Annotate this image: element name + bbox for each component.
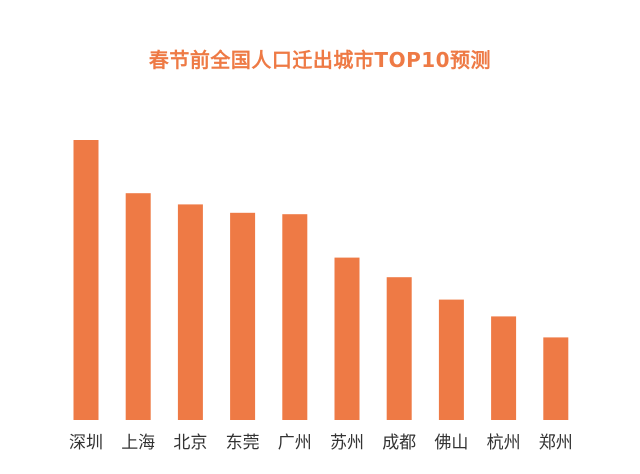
bar-6: [386, 277, 412, 420]
category-label: 东莞: [226, 433, 260, 453]
bar-8: [491, 316, 517, 420]
category-label: 苏州: [330, 433, 364, 453]
category-label: 北京: [173, 433, 207, 453]
category-label: 广州: [278, 433, 312, 453]
bar-5: [334, 257, 360, 420]
chart-title: 春节前全国人口迁出城市TOP10预测: [148, 48, 492, 72]
bar-1: [125, 193, 151, 420]
bar-3: [230, 212, 256, 420]
category-label: 佛山: [434, 433, 468, 453]
bar-7: [438, 299, 464, 420]
category-label: 郑州: [539, 433, 573, 453]
bar-9: [543, 337, 569, 420]
category-labels-group: 深圳 上海 北京 东莞 广州 苏州 成都 佛山 杭州 郑州: [69, 433, 573, 453]
bar-4: [282, 214, 308, 420]
category-label: 上海: [121, 433, 155, 453]
bar-2: [177, 204, 203, 420]
bars-group: [73, 140, 569, 420]
category-label: 成都: [382, 433, 416, 453]
category-label: 深圳: [69, 433, 103, 453]
bar-0: [73, 140, 99, 420]
category-label: 杭州: [487, 433, 521, 453]
